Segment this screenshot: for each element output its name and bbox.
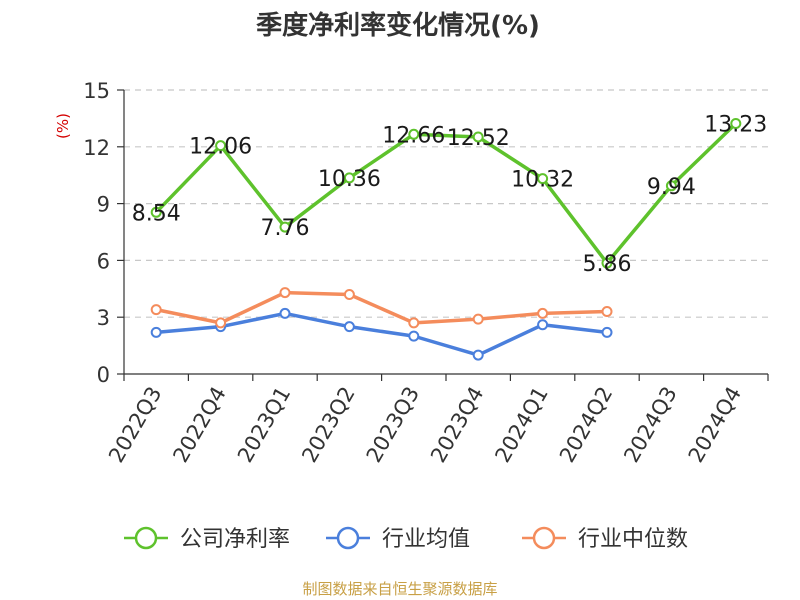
data-point (665, 180, 677, 192)
y-axis-label: (%) (54, 113, 72, 139)
x-tick-label: 2023Q3 (362, 383, 424, 467)
data-point (408, 330, 420, 342)
x-tick-label: 2023Q1 (233, 383, 295, 467)
data-point (408, 317, 420, 329)
data-point (343, 172, 355, 184)
data-label: 12.06 (189, 135, 252, 160)
data-label: 10.32 (511, 168, 574, 193)
data-point (472, 313, 484, 325)
data-label: 12.52 (447, 126, 510, 151)
y-tick-label: 3 (97, 306, 110, 330)
x-tick-label: 2023Q2 (297, 383, 359, 467)
x-tick-label: 2024Q2 (555, 383, 617, 467)
legend: 公司净利率 行业均值 行业中位数 (124, 526, 688, 552)
y-tick-label: 9 (97, 193, 110, 217)
legend-marker (532, 526, 556, 550)
x-tick-label: 2024Q4 (684, 383, 746, 467)
x-tick-label: 2022Q3 (104, 383, 166, 467)
source-note: 制图数据来自恒生聚源数据库 (302, 580, 497, 598)
x-tick-label: 2022Q4 (168, 383, 230, 467)
series-line (156, 311, 608, 357)
data-point (279, 221, 291, 233)
data-point (537, 319, 549, 331)
data-point (537, 307, 549, 319)
y-tick-label: 0 (97, 363, 110, 387)
data-point (279, 307, 291, 319)
x-tick-label: 2023Q4 (426, 383, 488, 467)
data-label: 12.66 (382, 123, 445, 148)
data-label: 5.86 (583, 252, 632, 277)
chart-title: 季度净利率变化情况(%) (256, 10, 540, 41)
y-tick-label: 6 (97, 249, 110, 273)
data-point (150, 206, 162, 218)
data-point (601, 257, 613, 269)
data-point (472, 131, 484, 143)
data-point (601, 306, 613, 318)
legend-label: 行业均值 (382, 527, 470, 552)
data-point (730, 118, 742, 130)
data-point (215, 317, 227, 329)
series-lines (150, 118, 742, 361)
data-point (343, 288, 355, 300)
data-label: 9.94 (647, 175, 696, 200)
x-tick-label: 2024Q3 (619, 383, 681, 467)
data-point (150, 326, 162, 338)
data-label: 10.36 (318, 167, 381, 192)
data-point (472, 349, 484, 361)
legend-marker (134, 526, 158, 550)
data-point (279, 287, 291, 299)
y-tick-label: 12 (83, 136, 110, 160)
data-point (408, 128, 420, 140)
series-line (154, 122, 738, 265)
data-label: 8.54 (132, 201, 181, 226)
data-label: 13.23 (704, 113, 767, 138)
data-point (215, 140, 227, 152)
data-point (343, 321, 355, 333)
y-tick-label: 15 (83, 79, 110, 103)
data-point (537, 173, 549, 185)
gridlines (124, 89, 768, 318)
legend-label: 公司净利率 (180, 527, 290, 552)
x-tick-label: 2024Q1 (490, 383, 552, 467)
data-point (150, 304, 162, 316)
series-line (155, 290, 608, 325)
data-point (601, 326, 613, 338)
legend-marker (336, 526, 360, 550)
legend-label: 行业中位数 (578, 527, 688, 552)
data-label: 7.76 (261, 216, 310, 241)
